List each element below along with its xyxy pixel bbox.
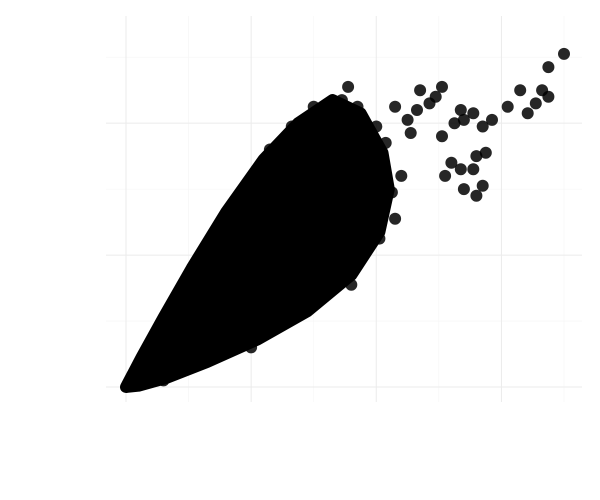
scatter-point xyxy=(352,101,364,113)
scatter-point xyxy=(502,101,514,113)
scatter-point xyxy=(436,130,448,142)
scatter-point xyxy=(342,81,354,93)
scatter-point xyxy=(286,121,298,133)
dense-point-cloud xyxy=(126,100,389,387)
scatter-point xyxy=(439,170,451,182)
scatter-point xyxy=(389,101,401,113)
scatter-point xyxy=(467,163,479,175)
scatter-point xyxy=(158,374,170,386)
scatter-point xyxy=(558,48,570,60)
scatter-point xyxy=(361,243,373,255)
scatter-point xyxy=(477,121,489,133)
point-cloud-layer xyxy=(126,100,389,387)
scatter-point xyxy=(389,213,401,225)
scatter-point xyxy=(530,97,542,109)
scatter-point xyxy=(342,256,354,268)
scatter-point xyxy=(522,107,534,119)
scatter-point xyxy=(411,104,423,116)
scatter-point xyxy=(542,61,554,73)
scatter-point xyxy=(220,210,232,222)
scatter-point xyxy=(308,101,320,113)
scatter-point xyxy=(436,81,448,93)
scatter-point xyxy=(477,180,489,192)
scatter-point xyxy=(395,170,407,182)
scatter-point xyxy=(458,114,470,126)
scatter-point xyxy=(373,233,385,245)
scatter-point xyxy=(302,114,314,126)
scatter-point xyxy=(380,137,392,149)
scatter-point xyxy=(386,186,398,198)
scatter-point xyxy=(405,127,417,139)
scatter-point xyxy=(242,186,254,198)
scatter-point xyxy=(424,97,436,109)
scatter-point xyxy=(514,84,526,96)
scatter-point xyxy=(542,91,554,103)
scatter-point xyxy=(414,84,426,96)
scatter-point xyxy=(201,243,213,255)
scatter-point xyxy=(336,94,348,106)
scatter-point xyxy=(245,341,257,353)
scatter-point xyxy=(445,157,457,169)
scatter-point xyxy=(470,190,482,202)
scatter-point xyxy=(402,114,414,126)
scatter-point xyxy=(470,150,482,162)
scatter-point xyxy=(264,144,276,156)
scatter-point xyxy=(273,315,285,327)
scatter-point xyxy=(377,157,389,169)
scatter-point xyxy=(214,345,226,357)
scatter-point xyxy=(458,183,470,195)
scatter-point xyxy=(370,121,382,133)
scatter-point xyxy=(345,279,357,291)
